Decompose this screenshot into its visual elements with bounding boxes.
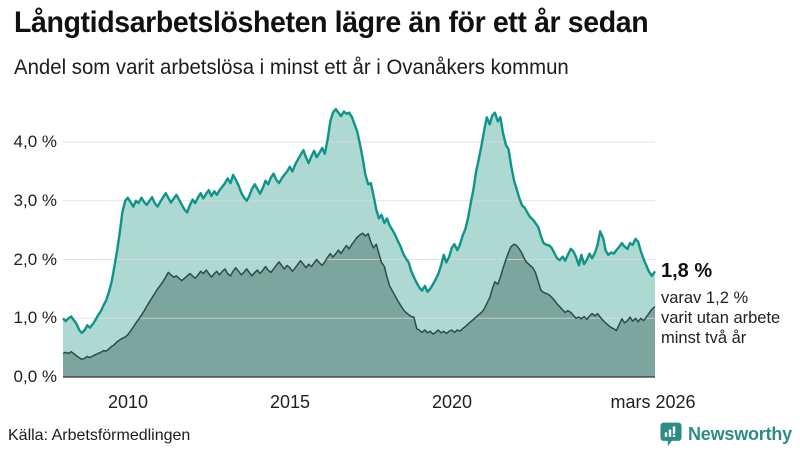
y-tick-label-0: 0,0 %	[13, 367, 57, 386]
latest-value-note: varav 1,2 % varit utan arbete minst två …	[661, 288, 780, 348]
line-one-year	[62, 107, 656, 335]
x-tick-label-2010: 2010	[107, 392, 149, 412]
x-tick-label-mars-2026: mars 2026	[610, 392, 696, 412]
area-fills	[63, 109, 655, 377]
y-tick-label-4: 4,0 %	[13, 132, 57, 151]
bar-chart-speech-bubble-icon	[660, 422, 682, 447]
chart-subtitle: Andel som varit arbetslösa i minst ett å…	[14, 56, 569, 79]
note-line-1: varav 1,2 %	[661, 289, 749, 307]
brand-wordmark: Newsworthy	[687, 424, 792, 444]
y-tick-label-2: 2,0 %	[13, 249, 57, 269]
source-attribution: Källa: Arbetsförmedlingen	[8, 427, 191, 444]
area-fill-two-years	[63, 233, 655, 377]
note-line-2: varit utan arbete	[661, 309, 781, 327]
x-tick-label-2020: 2020	[431, 392, 473, 412]
page-title: Långtidsarbetslösheten lägre än för ett …	[14, 6, 649, 39]
newsworthy-logo: Newsworthy	[660, 422, 792, 447]
line-two-years	[62, 232, 656, 361]
y-tick-label-1: 1,0 %	[13, 308, 57, 328]
note-line-3: minst två år	[661, 329, 747, 347]
latest-value-label: 1,8 %	[661, 260, 713, 282]
y-tick-label-3: 3,0 %	[13, 190, 57, 210]
series-lines	[62, 107, 656, 361]
x-tick-label-2015: 2015	[269, 392, 311, 412]
